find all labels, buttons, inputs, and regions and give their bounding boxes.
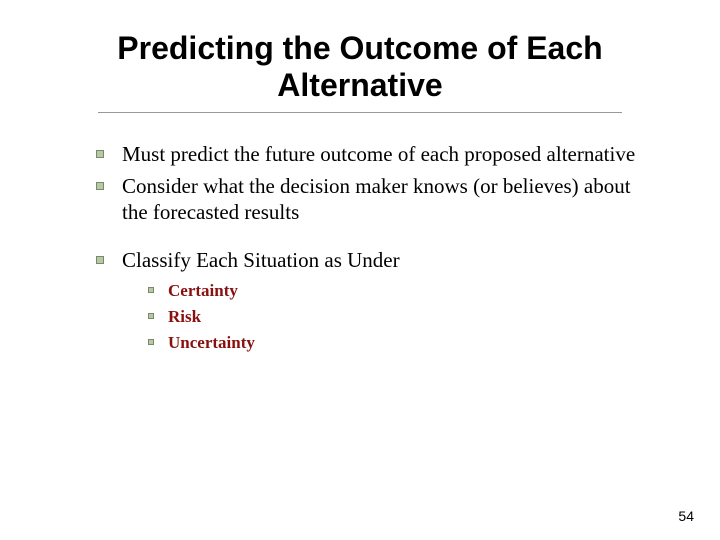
- bullet-square-icon: [96, 182, 104, 190]
- bullet-square-icon: [148, 339, 154, 345]
- bullet-text: Must predict the future outcome of each …: [122, 141, 635, 167]
- sub-bullet-item: Uncertainty: [148, 332, 680, 354]
- bullet-item: Must predict the future outcome of each …: [96, 141, 650, 167]
- slide-title: Predicting the Outcome of Each Alternati…: [66, 30, 655, 104]
- bullet-square-icon: [96, 256, 104, 264]
- bullet-text: Classify Each Situation as Under: [122, 247, 400, 273]
- sub-bullet-item: Risk: [148, 306, 680, 328]
- bullet-square-icon: [148, 287, 154, 293]
- bullet-square-icon: [96, 150, 104, 158]
- bullet-square-icon: [148, 313, 154, 319]
- sub-bullet-text: Risk: [168, 306, 201, 328]
- sub-bullet-text: Certainty: [168, 280, 238, 302]
- bullet-item: Consider what the decision maker knows (…: [96, 173, 650, 226]
- title-underline: [98, 112, 623, 113]
- sub-bullet-list: Certainty Risk Uncertainty: [40, 280, 680, 354]
- bullet-item: Classify Each Situation as Under: [96, 247, 650, 273]
- sub-bullet-item: Certainty: [148, 280, 680, 302]
- bullet-text: Consider what the decision maker knows (…: [122, 173, 650, 226]
- bullet-list: Must predict the future outcome of each …: [40, 141, 680, 274]
- page-number: 54: [678, 508, 694, 524]
- sub-bullet-text: Uncertainty: [168, 332, 255, 354]
- slide: Predicting the Outcome of Each Alternati…: [0, 0, 720, 540]
